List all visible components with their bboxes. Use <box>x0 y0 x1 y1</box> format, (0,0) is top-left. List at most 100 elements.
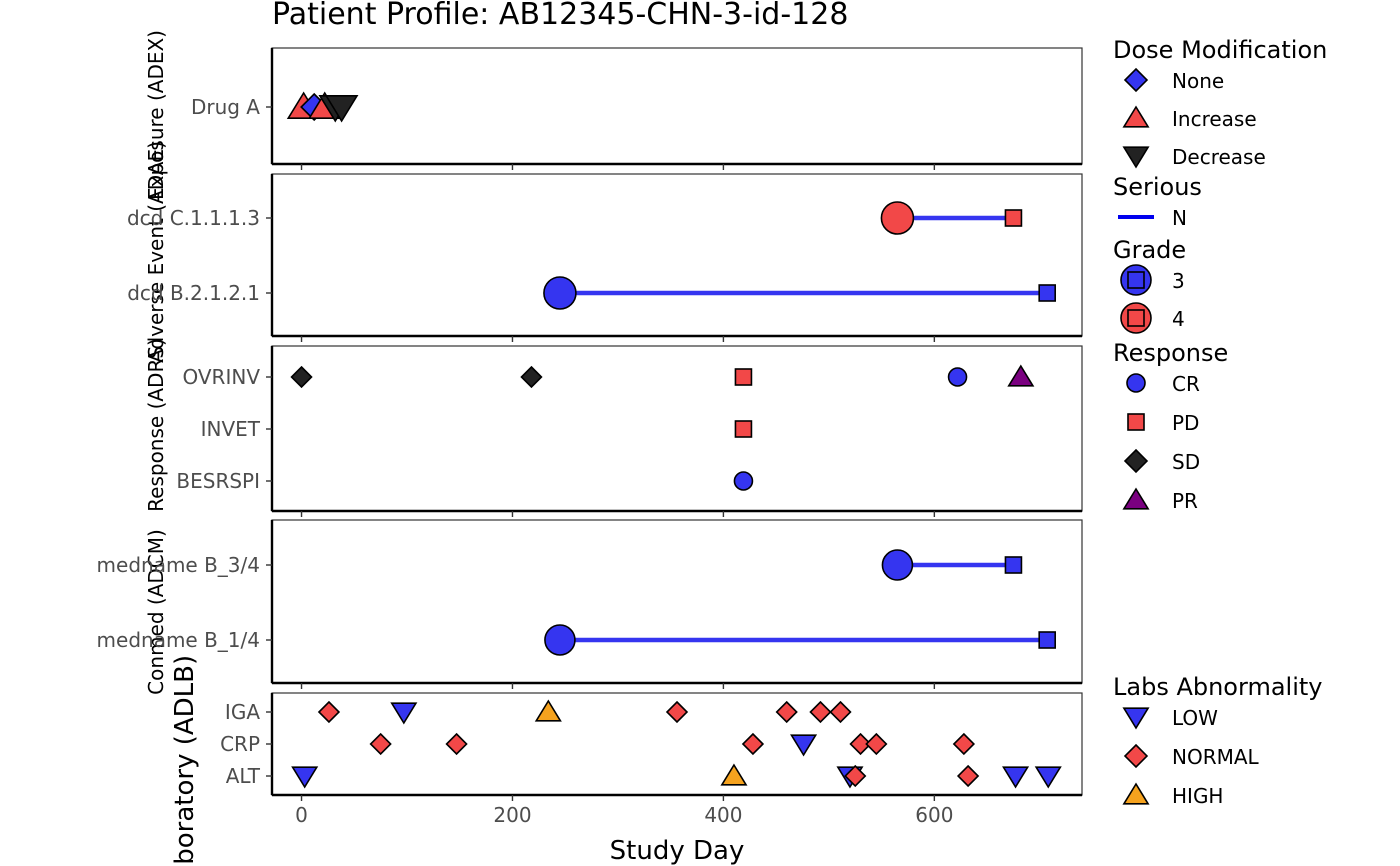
data-point <box>1002 766 1030 789</box>
panel-strip-label: Exposure (ADEX) <box>144 30 168 200</box>
data-point <box>733 471 754 491</box>
legend-label: HIGH <box>1172 784 1223 808</box>
legend-label: SD <box>1172 450 1200 474</box>
legend-label: 4 <box>1172 307 1185 331</box>
data-point <box>290 365 313 389</box>
legend-label: None <box>1172 69 1224 93</box>
data-point <box>844 764 867 788</box>
legend-label: PD <box>1172 411 1199 435</box>
panel-data <box>543 201 1056 310</box>
x-tick-label: 600 <box>915 803 953 827</box>
data-point <box>1038 631 1056 649</box>
data-point <box>1038 284 1056 302</box>
panel-data <box>544 549 1056 656</box>
panel-frame <box>271 47 1083 165</box>
legend-key <box>1123 448 1149 474</box>
data-point <box>1034 766 1062 789</box>
panel-laboratory-adlb: Laboratory (ADLB) IGA CRP ALT <box>170 655 1083 866</box>
data-point <box>534 699 562 722</box>
legend-label: N <box>1172 206 1187 230</box>
panel-data <box>286 91 359 123</box>
x-tick-label: 400 <box>704 803 742 827</box>
data-point <box>947 367 968 387</box>
data-point <box>520 365 543 389</box>
panel-strip-label: Adverse Event (ADAE) <box>144 141 168 363</box>
legend-title: Serious <box>1113 173 1202 201</box>
x-tick-label: 200 <box>493 803 531 827</box>
panel-adverse-event-adae: Adverse Event (ADAE)dcd C.1.1.1.3 dcd B.2… <box>127 141 1083 363</box>
legend-title: Labs Abnormality <box>1113 673 1322 701</box>
legend-dose-modification: Dose Modification None Increase Decrease <box>1113 36 1327 169</box>
row-label: OVRINV <box>182 365 260 389</box>
data-point <box>291 766 319 789</box>
row-label: Drug A <box>191 95 260 119</box>
legend-key-square <box>1127 271 1145 289</box>
data-point <box>790 734 818 757</box>
legend-grade: Grade 3 4 <box>1113 236 1186 334</box>
data-point <box>956 764 980 788</box>
data-point <box>880 201 915 235</box>
legend-key <box>1122 487 1150 510</box>
legend-title: Grade <box>1113 236 1186 264</box>
legend-key <box>1120 302 1152 334</box>
panel-frame <box>271 173 1083 337</box>
data-point <box>544 624 576 656</box>
data-point <box>543 276 577 310</box>
legend-title: Response <box>1113 339 1228 367</box>
legend-key <box>1122 707 1150 730</box>
x-tick-label: 0 <box>295 803 308 827</box>
data-point <box>317 700 341 724</box>
row-label: medname B_1/4 <box>97 628 260 652</box>
panel-data <box>291 699 1062 789</box>
legend-key-square <box>1127 309 1145 327</box>
row-label: dcd B.2.1.2.1 <box>127 281 260 305</box>
data-point <box>665 700 689 724</box>
x-axis: 0 200 400 600 <box>295 803 953 827</box>
panel-strip-label: Conmed (ADCM) <box>144 529 168 695</box>
row-label: ALT <box>226 764 261 788</box>
legend-key <box>1122 105 1150 128</box>
data-point <box>952 732 976 756</box>
legend-key <box>1122 782 1150 805</box>
x-axis-label: Study Day <box>610 836 745 866</box>
data-point <box>849 732 872 756</box>
row-label: BESRSPI <box>176 469 260 493</box>
legend-key <box>1123 743 1149 769</box>
data-point <box>775 700 798 724</box>
panel-frame <box>271 519 1083 684</box>
panel-data <box>290 364 1035 491</box>
legend-label: LOW <box>1172 706 1218 730</box>
data-point <box>734 420 753 438</box>
legend-label: 3 <box>1172 269 1185 293</box>
panel-exposure-adex: Exposure (ADEX) Drug A <box>144 30 1083 200</box>
panels: Exposure (ADEX) Drug A Adverse Event (ADAE… <box>97 30 1083 866</box>
legends: Dose Modification None Increase Decrease Ser… <box>1113 36 1327 808</box>
chart-title: Patient Profile: AB12345-CHN-3-id-128 <box>272 0 848 32</box>
data-point <box>741 732 765 756</box>
data-point <box>829 700 852 724</box>
data-point <box>720 763 748 786</box>
data-point <box>1007 364 1035 387</box>
legend-response: Response CR PD SD PR <box>1113 339 1228 513</box>
legend-label: NORMAL <box>1172 745 1260 769</box>
data-point <box>1004 209 1023 227</box>
panel-strip-label: Response (ADRS) <box>144 338 168 512</box>
data-point <box>865 732 888 756</box>
legend-key <box>1126 373 1146 393</box>
legend-label: Increase <box>1172 107 1257 131</box>
data-point <box>445 732 468 756</box>
data-point <box>390 702 418 725</box>
data-point <box>324 95 359 123</box>
row-label: CRP <box>220 732 260 756</box>
legend-key <box>1127 413 1145 431</box>
legend-label: Decrease <box>1172 145 1266 169</box>
panel-response-adrs: Response (ADRS) OVRINV INVET BESRSPI <box>144 338 1083 517</box>
data-point <box>1004 556 1023 574</box>
legend-labs-abnormality: Labs Abnormality LOW NORMAL HIGH <box>1113 673 1322 808</box>
panel-strip-label: Laboratory (ADLB) <box>170 655 200 866</box>
row-label: IGA <box>225 700 260 724</box>
data-point <box>809 700 832 724</box>
data-point <box>881 549 914 581</box>
